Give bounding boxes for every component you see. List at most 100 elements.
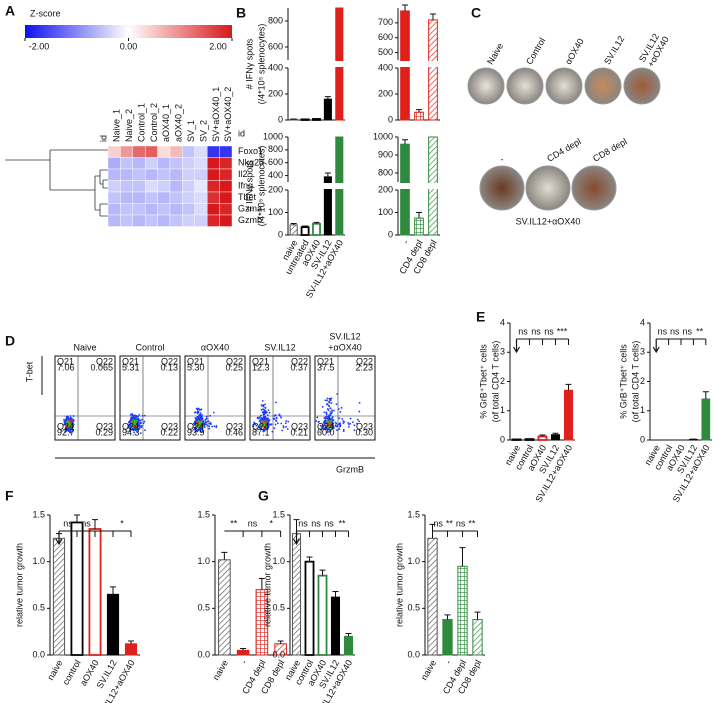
event-dot	[353, 424, 356, 427]
event-dot	[132, 415, 135, 417]
event-dot	[134, 424, 137, 427]
event-dot	[268, 419, 271, 421]
event-dot	[131, 427, 134, 430]
heat-cell	[157, 180, 171, 193]
event-dot	[324, 399, 327, 402]
event-dot	[267, 423, 270, 426]
event-dot	[194, 422, 197, 425]
event-dot	[330, 419, 332, 422]
arrow	[55, 531, 63, 546]
error-bar	[565, 383, 572, 391]
quadrant-value: 37.5	[317, 362, 335, 372]
event-dot	[262, 405, 265, 408]
panel-label: A	[5, 3, 15, 19]
event-dot	[252, 425, 255, 428]
event-dot	[276, 422, 279, 425]
event-dot	[338, 417, 341, 420]
heat-cell	[206, 214, 220, 227]
event-dot	[260, 427, 262, 430]
event-dot	[326, 399, 328, 402]
arrow	[652, 339, 660, 354]
y-tick-label: 200	[378, 184, 393, 194]
event-dot	[201, 429, 204, 432]
event-dot	[331, 410, 334, 413]
event-dot	[196, 412, 199, 415]
event-dot	[328, 400, 330, 403]
event-dot	[265, 423, 268, 426]
quadrant-value: 94.3	[122, 427, 140, 437]
heat-cell	[120, 214, 134, 227]
event-dot	[274, 414, 277, 417]
event-dot	[193, 421, 196, 424]
event-dot	[65, 422, 68, 425]
error-bar	[552, 432, 559, 435]
heat-cell	[132, 203, 146, 216]
quadrant-name: Q22	[226, 356, 243, 366]
panel-label: E	[476, 309, 485, 325]
heat-cell	[206, 168, 220, 181]
heat-cell	[120, 180, 134, 193]
well-image	[506, 67, 544, 105]
event-dot	[132, 426, 135, 429]
event-dot	[204, 421, 207, 423]
flow-title: αOX40	[201, 342, 229, 352]
well-image	[479, 165, 525, 211]
y-tick-label: 0.5	[32, 603, 45, 613]
event-dot	[129, 420, 132, 423]
y-tick-label: 4	[640, 317, 645, 327]
y-tick-label: 400	[268, 170, 283, 180]
event-dot	[206, 424, 209, 427]
event-dot	[134, 414, 136, 417]
quadrant-name: Q22	[161, 356, 178, 366]
column-header: id	[98, 135, 108, 142]
heat-cell	[107, 191, 121, 204]
y-tick-label: 2	[500, 376, 505, 386]
heat-cell	[157, 191, 171, 204]
event-dot	[133, 431, 136, 434]
bar	[291, 533, 302, 656]
bar	[442, 619, 453, 656]
significance-label: ns	[658, 326, 668, 336]
event-dot	[331, 409, 333, 412]
heat-cell	[169, 145, 183, 158]
x-tick-label: naive	[419, 658, 438, 682]
panel-label: D	[5, 333, 15, 349]
heat-cell	[144, 157, 158, 170]
well-caption: SV.IL12+αOX40	[516, 216, 581, 226]
event-dot	[254, 423, 256, 426]
heat-cell	[182, 168, 195, 181]
x-tick-label: -	[401, 238, 411, 246]
column-label: SV_2	[198, 120, 208, 142]
heat-cell	[157, 168, 171, 181]
event-dot	[281, 429, 284, 432]
error-bar	[277, 640, 284, 644]
error-bar	[258, 577, 265, 590]
heat-cell	[182, 157, 195, 170]
event-dot	[67, 427, 70, 430]
event-dot	[316, 416, 319, 419]
heat-cell	[107, 180, 121, 193]
quadrant-name: Q23	[356, 421, 373, 431]
event-dot	[326, 427, 329, 429]
quadrant-name: Q24	[122, 421, 139, 431]
y-tick-label: 600	[378, 32, 393, 42]
y-tick-label: 0.0	[197, 649, 210, 659]
y-tick-label: 200	[268, 88, 283, 98]
heat-cell	[194, 168, 208, 181]
heat-cell	[194, 145, 208, 158]
heat-cell	[132, 145, 146, 158]
event-dot	[65, 419, 67, 422]
significance-label: **	[696, 326, 704, 336]
quadrant-value: 0.37	[290, 362, 308, 372]
event-dot	[326, 425, 329, 428]
event-dot	[358, 410, 361, 413]
event-dot	[261, 411, 264, 414]
axis-break	[399, 61, 443, 67]
event-dot	[201, 415, 203, 418]
event-dot	[199, 427, 202, 430]
heat-cell	[107, 214, 121, 227]
event-dot	[335, 403, 338, 406]
dendrogram	[5, 149, 108, 217]
event-dot	[208, 427, 211, 430]
event-dot	[262, 418, 265, 421]
